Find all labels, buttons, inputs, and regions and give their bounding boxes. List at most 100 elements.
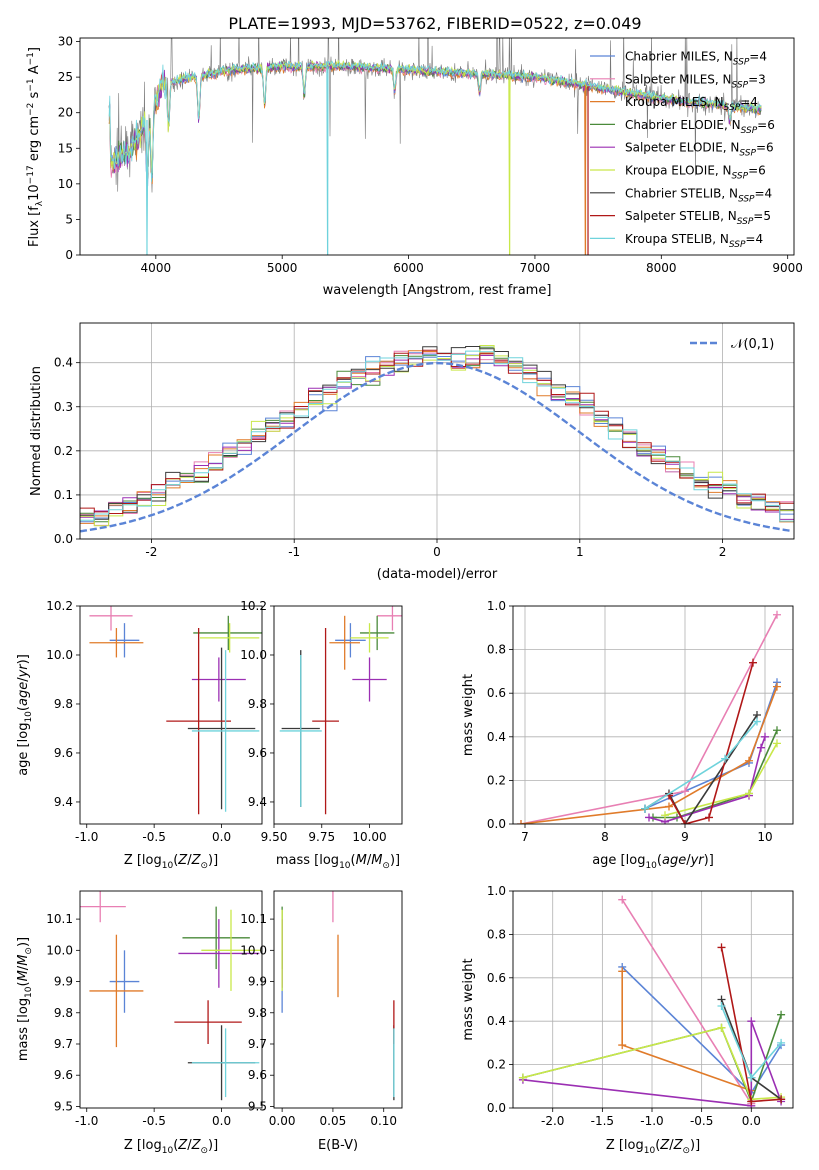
x-axis-label: Z [log10(Z/Z⊙)]	[124, 853, 218, 871]
errorbar-salpeter_elodie	[191, 657, 246, 702]
y-tick-label: 9.6	[54, 746, 73, 760]
x-tick-label: 9000	[772, 261, 803, 275]
errorbar-kroupa_miles	[89, 628, 144, 658]
errorbar-salpeter_miles	[89, 606, 133, 631]
y-axis-label: mass weight	[461, 958, 476, 1040]
y-tick-label: 0.2	[54, 444, 73, 458]
series-chabrier_miles	[641, 678, 781, 813]
series-marker	[761, 732, 769, 741]
y-tick-label: 9.8	[54, 1006, 73, 1020]
errorbar-chabrier_miles	[109, 950, 140, 1013]
y-tick-label: 10.0	[46, 943, 73, 957]
x-tick-label: -2.0	[541, 1114, 564, 1128]
x-tick-label: 0.10	[370, 1114, 397, 1128]
x-tick-label: 0.0	[212, 1114, 231, 1128]
errorbar-kroupa_miles	[329, 615, 360, 670]
errorbar-kroupa_stelib	[279, 654, 322, 807]
series-salpeter_elodie	[645, 732, 769, 824]
series-marker	[747, 1097, 756, 1106]
y-tick-label: 0.6	[487, 686, 506, 700]
y-tick-label: 9.9	[54, 975, 73, 989]
x-tick-label: -0.5	[690, 1114, 713, 1128]
x-tick-label: 0.05	[320, 1114, 347, 1128]
mass_weight_vs_age-plot-area	[513, 606, 793, 824]
series-marker	[745, 756, 753, 765]
mass_vs_Z-plot-area	[80, 891, 261, 1101]
series-marker	[717, 943, 726, 952]
y-tick-label: 9.6	[54, 1068, 73, 1082]
y-tick-label: 9.5	[248, 1099, 267, 1113]
errorbar-kroupa_stelib	[191, 650, 260, 812]
x-tick-label: -1.0	[640, 1114, 663, 1128]
legend-label-kroupa_stelib: Kroupa STELIB, NSSP=4	[625, 232, 763, 250]
y-tick-label: 5	[65, 212, 73, 226]
y-axis-label: age [log10(age/yr)]	[16, 654, 34, 776]
x-tick-label: -0.5	[142, 830, 165, 844]
mass_vs_Z-panel: -1.0 -0.5 0.0 9.5 9.6 9.7 9.8 9.9 10.0 10.1 Z [log…	[16, 890, 263, 1156]
errorbar-salpeter_stelib	[174, 1000, 242, 1044]
x-tick-label: -0.5	[142, 1114, 165, 1128]
errorbar-salpeter_elodie	[352, 657, 387, 702]
errorbar-salpeter_stelib	[312, 628, 339, 815]
series-salpeter_stelib	[717, 943, 786, 1106]
residual_histogram-plot-area	[80, 323, 794, 539]
x-axis-label: Z [log10(Z/Z⊙)]	[124, 1138, 218, 1156]
legend-label-salpeter_elodie: Salpeter ELODIE, NSSP=6	[625, 141, 774, 159]
x-axis-label: (data-model)/error	[377, 567, 498, 582]
series-line	[668, 662, 754, 824]
y-tick-label: 10.2	[240, 599, 267, 613]
x-tick-label: 0.0	[742, 1114, 761, 1128]
series-kroupa_stelib	[717, 1002, 786, 1082]
y-tick-label: 25	[58, 70, 73, 84]
axes-frame	[79, 37, 795, 256]
y-tick-label: 9.8	[248, 697, 267, 711]
y-tick-label: 0	[65, 248, 73, 262]
spectrum-panel: 4000 5000 6000 7000 8000 9000 0 5 10 15 20 25 30 wave…	[26, 35, 803, 298]
y-tick-label: 10.0	[240, 648, 267, 662]
series-kroupa_miles	[517, 682, 781, 824]
y-tick-label: 0.2	[487, 773, 506, 787]
series-marker	[518, 1073, 527, 1082]
series-salpeter_stelib	[665, 658, 757, 824]
errorbar-kroupa_elodie	[350, 623, 389, 653]
y-tick-label: 30	[58, 35, 73, 49]
y-tick-label: 0.4	[54, 356, 73, 370]
series-marker	[749, 658, 757, 667]
x-axis-label: mass [log10(M/M⊙)]	[276, 853, 400, 871]
y-axis-label: mass weight	[461, 674, 476, 756]
y-tick-label: 9.6	[248, 746, 267, 760]
errorbar-chabrier_elodie	[193, 615, 262, 651]
legend-label-chabrier_miles: Chabrier MILES, NSSP=4	[625, 50, 767, 68]
y-tick-label: 10.0	[46, 648, 73, 662]
age_vs_Z-plot-area	[89, 606, 262, 815]
y-tick-label: 9.6	[248, 1068, 267, 1082]
series-marker	[747, 1017, 756, 1026]
axes-frame	[79, 605, 263, 825]
x-tick-label: 10	[757, 830, 772, 844]
x-tick-label: 6000	[393, 261, 424, 275]
y-tick-label: 9.8	[248, 1006, 267, 1020]
x-tick-label: 0.0	[212, 830, 231, 844]
x-axis-label: E(B-V)	[318, 1138, 358, 1153]
series-marker	[641, 804, 649, 813]
y-tick-label: 0.0	[54, 532, 73, 546]
series-marker	[618, 1041, 627, 1050]
y-tick-label: 9.7	[248, 1037, 267, 1051]
errorbar-kroupa_elodie	[199, 623, 260, 653]
y-tick-label: 9.5	[54, 1099, 73, 1113]
x-tick-label: 4000	[141, 261, 172, 275]
series-marker	[705, 813, 713, 822]
series-marker	[661, 811, 669, 820]
y-tick-label: 1.0	[487, 884, 506, 898]
x-axis-label: age [log10(age/yr)]	[592, 853, 714, 871]
y-tick-label: 0.8	[487, 643, 506, 657]
mass_weight_vs_Z-plot-area	[513, 891, 793, 1108]
y-tick-label: 9.7	[54, 1037, 73, 1051]
errorbar-kroupa_miles	[89, 934, 144, 1048]
x-tick-label: 9	[681, 830, 689, 844]
legend-label-salpeter_miles: Salpeter MILES, NSSP=3	[625, 72, 766, 90]
series-marker	[717, 1023, 726, 1032]
histogram-step-kroupa_stelib	[80, 350, 794, 522]
series-line	[520, 614, 778, 824]
series-line	[520, 686, 778, 824]
